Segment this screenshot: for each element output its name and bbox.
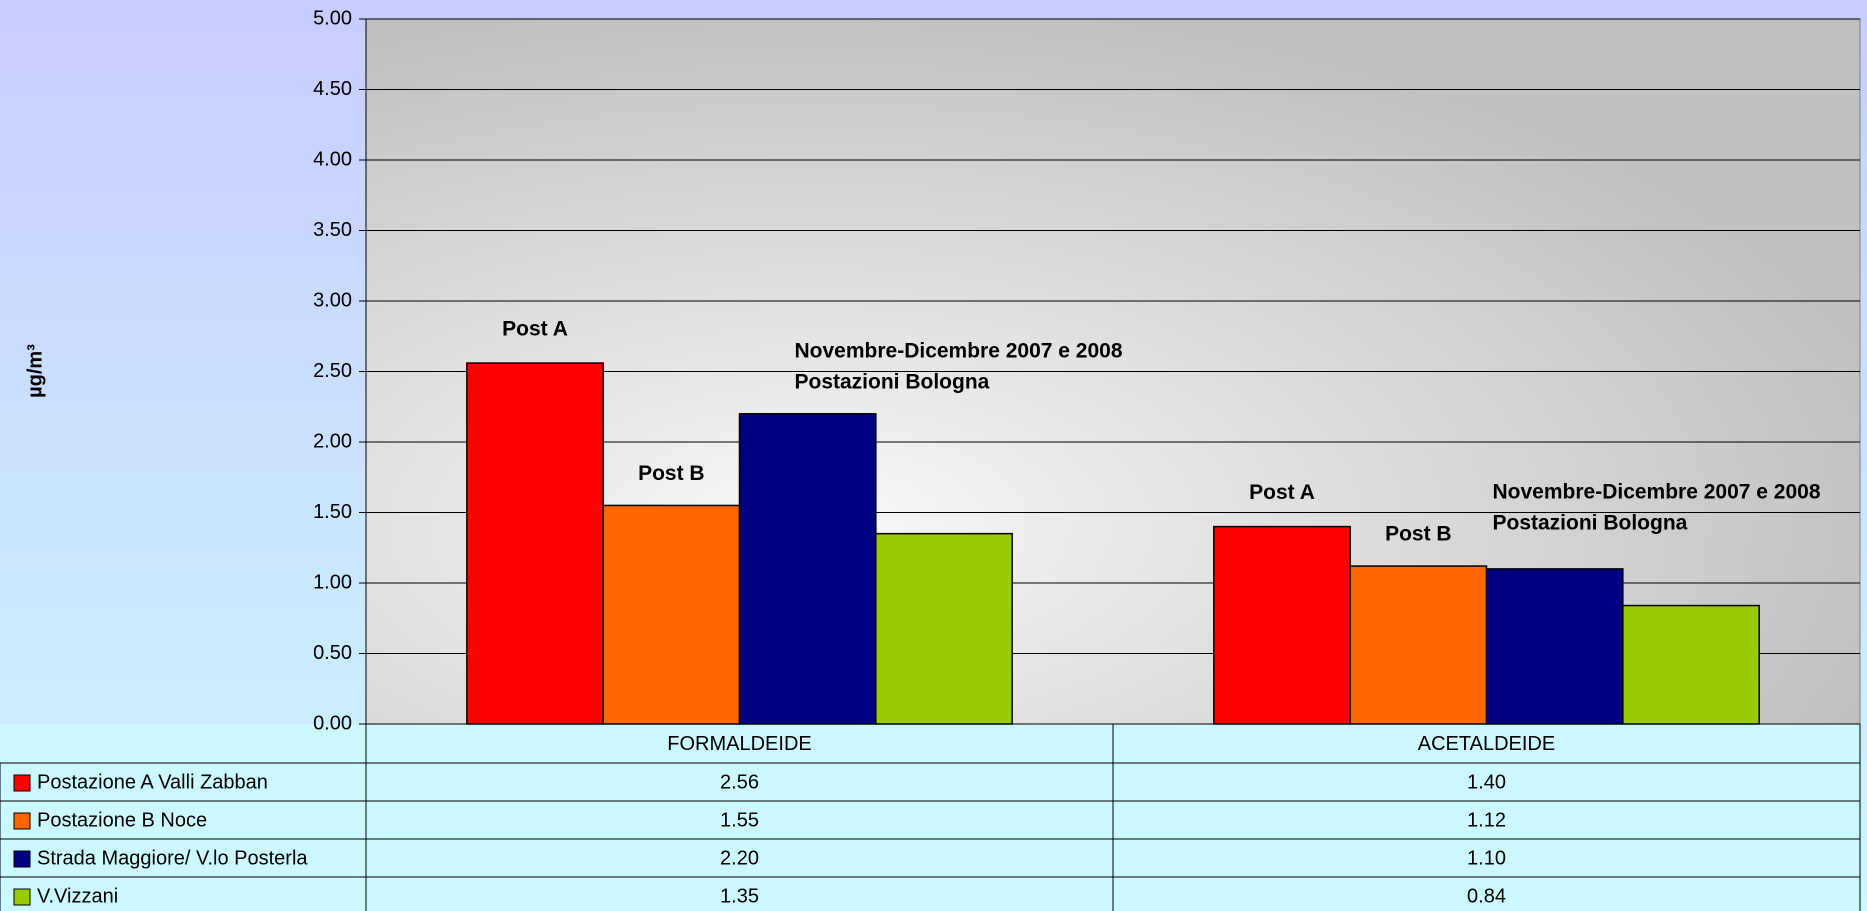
table-value: 1.12 xyxy=(1467,809,1506,831)
y-tick-label: 1.00 xyxy=(313,571,352,593)
bar xyxy=(875,532,1013,725)
y-tick-label: 0.50 xyxy=(313,642,352,664)
annotation: Postazioni Bologna xyxy=(795,370,990,393)
table-value: 1.40 xyxy=(1467,771,1506,793)
y-tick-label: 4.50 xyxy=(313,78,352,100)
y-tick-label: 2.00 xyxy=(313,430,352,452)
table-value: 1.35 xyxy=(720,885,759,907)
annotation: Post A xyxy=(1249,481,1315,504)
table-value: 1.55 xyxy=(720,809,759,831)
bar xyxy=(1622,604,1760,725)
y-tick-label: 0.00 xyxy=(313,712,352,734)
annotation: Post B xyxy=(638,462,705,485)
legend-swatch xyxy=(13,888,31,906)
legend-label: V.Vizzani xyxy=(37,885,118,907)
y-tick-label: 5.00 xyxy=(313,7,352,29)
table-value: 1.10 xyxy=(1467,847,1506,869)
bar xyxy=(1213,525,1351,725)
legend-label: Postazione B Noce xyxy=(37,809,207,831)
annotation: Postazioni Bologna xyxy=(1493,511,1688,534)
annotation: Novembre-Dicembre 2007 e 2008 xyxy=(795,339,1123,362)
table-value: 0.84 xyxy=(1467,885,1506,907)
bar xyxy=(602,504,741,725)
y-tick-label: 3.00 xyxy=(313,289,352,311)
legend-label: Strada Maggiore/ V.lo Posterla xyxy=(37,847,308,869)
y-axis-label: µg/m³ xyxy=(24,344,46,398)
bar xyxy=(738,413,877,725)
y-tick-label: 2.50 xyxy=(313,360,352,382)
bar xyxy=(466,362,604,725)
table-header: ACETALDEIDE xyxy=(1418,733,1555,755)
bar xyxy=(1485,568,1624,725)
legend-swatch xyxy=(13,774,31,792)
legend-label: Postazione A Valli Zabban xyxy=(37,771,268,793)
bar xyxy=(1349,565,1488,725)
legend-swatch xyxy=(13,812,31,830)
annotation: Post A xyxy=(502,318,568,341)
y-tick-label: 4.00 xyxy=(313,148,352,170)
annotation: Novembre-Dicembre 2007 e 2008 xyxy=(1493,480,1821,503)
y-tick-label: 1.50 xyxy=(313,501,352,523)
table-value: 2.56 xyxy=(720,771,759,793)
table-header: FORMALDEIDE xyxy=(667,733,811,755)
table-value: 2.20 xyxy=(720,847,759,869)
y-tick-label: 3.50 xyxy=(313,219,352,241)
legend-swatch xyxy=(13,850,31,868)
data-table xyxy=(0,724,1860,911)
annotation: Post B xyxy=(1385,523,1452,546)
